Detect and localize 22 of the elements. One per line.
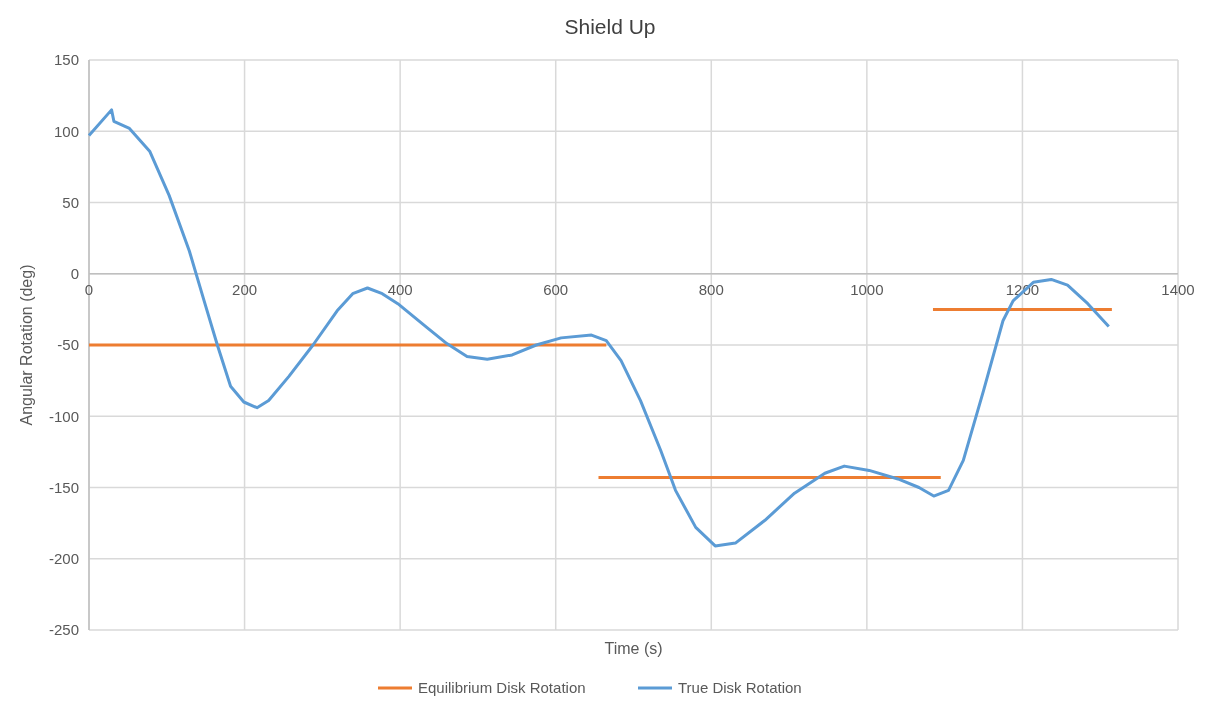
- y-tick-label: 150: [53, 51, 79, 69]
- y-tick-label: -100: [48, 407, 79, 425]
- y-tick-label: -200: [48, 550, 79, 567]
- legend-label: True Disk Rotation: [678, 679, 802, 696]
- legend-label: Equilibrium Disk Rotation: [418, 679, 586, 696]
- x-tick-label: 1400: [1161, 280, 1195, 298]
- y-axis-title: Angular Rotation (deg): [18, 264, 35, 426]
- x-tick-label: 800: [698, 280, 724, 298]
- y-tick-label: -50: [57, 336, 79, 354]
- line-series: [87, 108, 1111, 548]
- y-tick-label: 0: [70, 265, 79, 282]
- x-tick-label: 1000: [850, 280, 884, 298]
- y-tick-label: 100: [53, 122, 79, 140]
- chart-title: Shield Up: [564, 15, 656, 38]
- x-tick-label: 0: [84, 280, 94, 298]
- y-tick-label: -150: [48, 478, 79, 496]
- x-tick-label: 600: [543, 280, 569, 298]
- y-tick-label: 50: [62, 193, 79, 211]
- y-tick-label: -250: [48, 621, 79, 639]
- x-tick-label: 400: [387, 280, 413, 298]
- x-tick-label: 200: [232, 280, 258, 298]
- x-axis-title: Time (s): [604, 640, 663, 657]
